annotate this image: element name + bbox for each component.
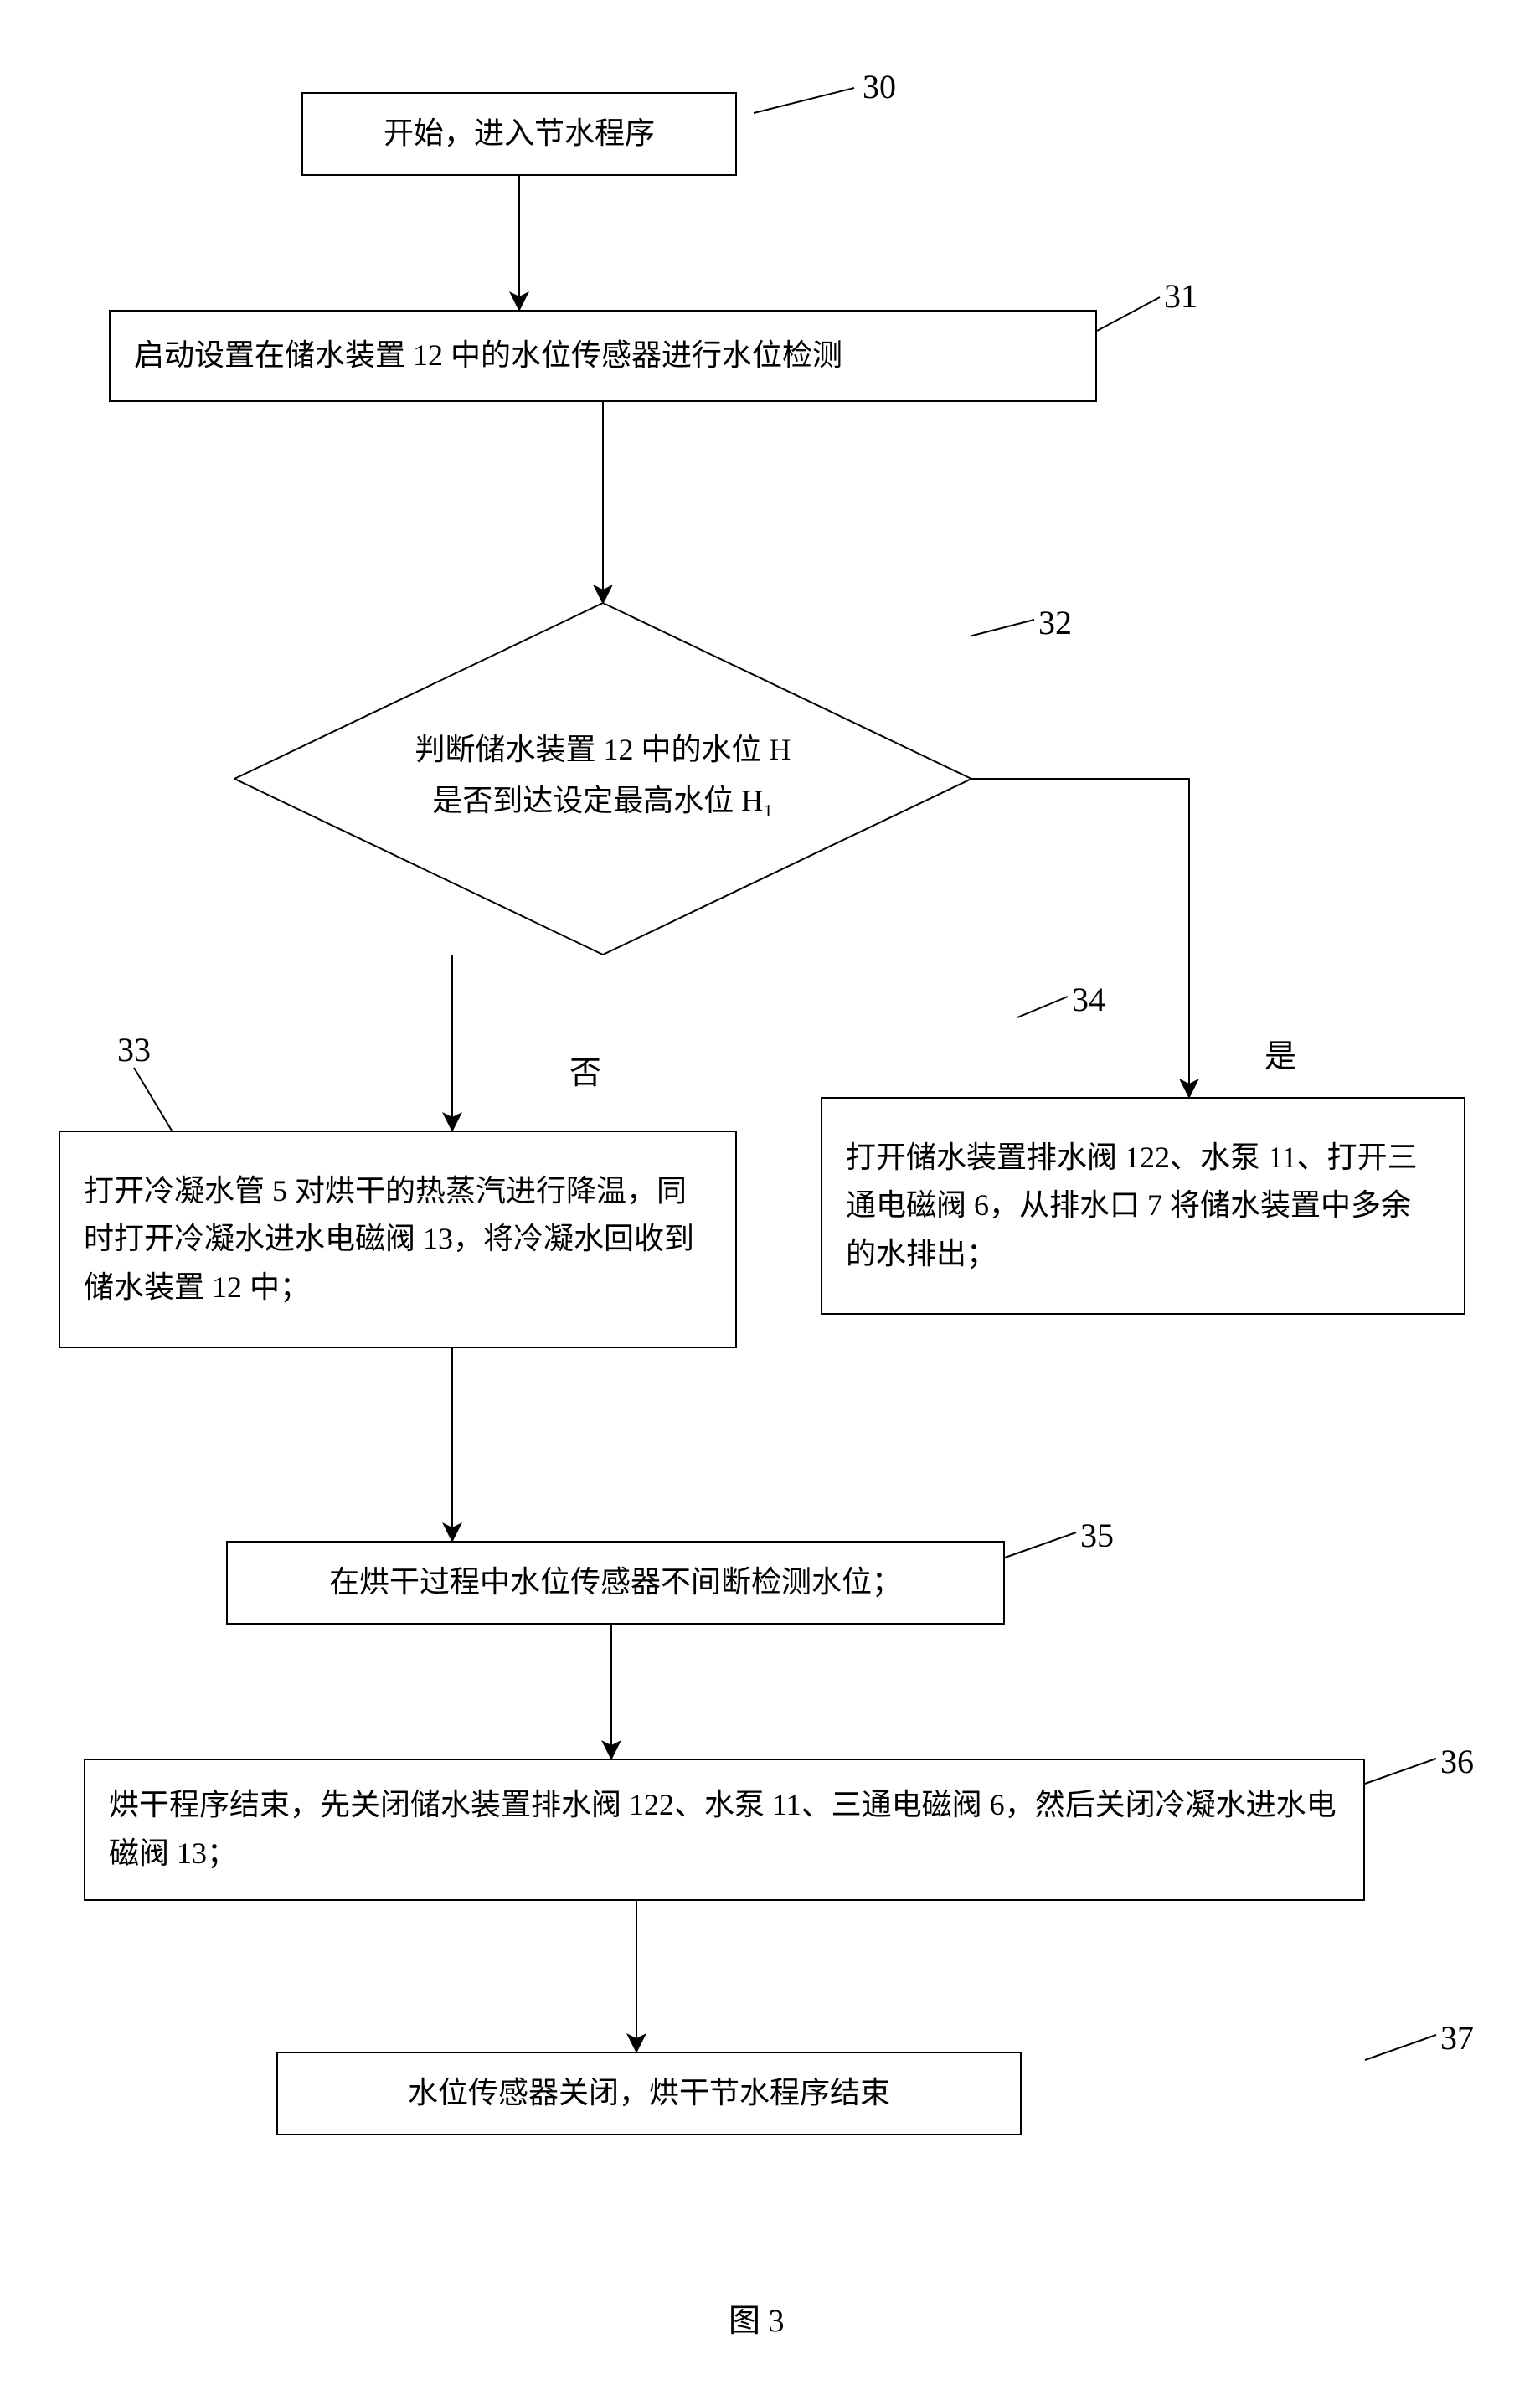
node-open-drain-text: 打开储水装置排水阀 122、水泵 11、打开三通电磁阀 6，从排水口 7 将储水… [846, 1134, 1440, 1279]
node-open-drain: 打开储水装置排水阀 122、水泵 11、打开三通电磁阀 6，从排水口 7 将储水… [821, 1097, 1465, 1315]
decision-text-line2: 是否到达设定最高水位 H₁ [432, 784, 774, 817]
node-dry-end-text: 烘干程序结束，先关闭储水装置排水阀 122、水泵 11、三通电磁阀 6，然后关闭… [109, 1781, 1340, 1877]
decision-text-line1: 判断储水装置 12 中的水位 H [415, 733, 791, 766]
node-continuous-detect: 在烘干过程中水位传感器不间断检测水位； [226, 1541, 1005, 1625]
node-sensor-start: 启动设置在储水装置 12 中的水位传感器进行水位检测 [109, 310, 1097, 402]
edge-label-no: 否 [569, 1047, 601, 1093]
node-open-condenser-text: 打开冷凝水管 5 对烘干的热蒸汽进行降温，同时打开冷凝水进水电磁阀 13，将冷凝… [84, 1167, 712, 1312]
node-start: 开始，进入节水程序 [301, 92, 737, 176]
figure-caption: 图 3 [729, 2295, 785, 2341]
node-program-end: 水位传感器关闭，烘干节水程序结束 [276, 2052, 1022, 2135]
ref-label-36: 36 [1440, 1742, 1474, 1781]
node-sensor-start-text: 启动设置在储水装置 12 中的水位传感器进行水位检测 [134, 332, 842, 380]
node-start-text: 开始，进入节水程序 [384, 110, 655, 158]
ref-label-33: 33 [117, 1030, 151, 1069]
ref-label-35: 35 [1080, 1516, 1114, 1555]
ref-label-34: 34 [1072, 980, 1105, 1019]
node-program-end-text: 水位传感器关闭，烘干节水程序结束 [408, 2069, 890, 2118]
flowchart-canvas: 开始，进入节水程序 启动设置在储水装置 12 中的水位传感器进行水位检测 判断储… [33, 33, 1507, 2362]
node-open-condenser: 打开冷凝水管 5 对烘干的热蒸汽进行降温，同时打开冷凝水进水电磁阀 13，将冷凝… [59, 1131, 737, 1348]
ref-label-30: 30 [863, 67, 896, 106]
edge-label-yes: 是 [1264, 1030, 1296, 1076]
ref-label-32: 32 [1038, 603, 1072, 642]
ref-label-31: 31 [1164, 276, 1197, 316]
ref-label-37: 37 [1440, 2018, 1474, 2058]
node-continuous-detect-text: 在烘干过程中水位传感器不间断检测水位； [329, 1558, 902, 1607]
node-decision-waterlevel: 判断储水装置 12 中的水位 H 是否到达设定最高水位 H₁ [234, 603, 971, 955]
node-dry-end: 烘干程序结束，先关闭储水装置排水阀 122、水泵 11、三通电磁阀 6，然后关闭… [84, 1759, 1365, 1901]
